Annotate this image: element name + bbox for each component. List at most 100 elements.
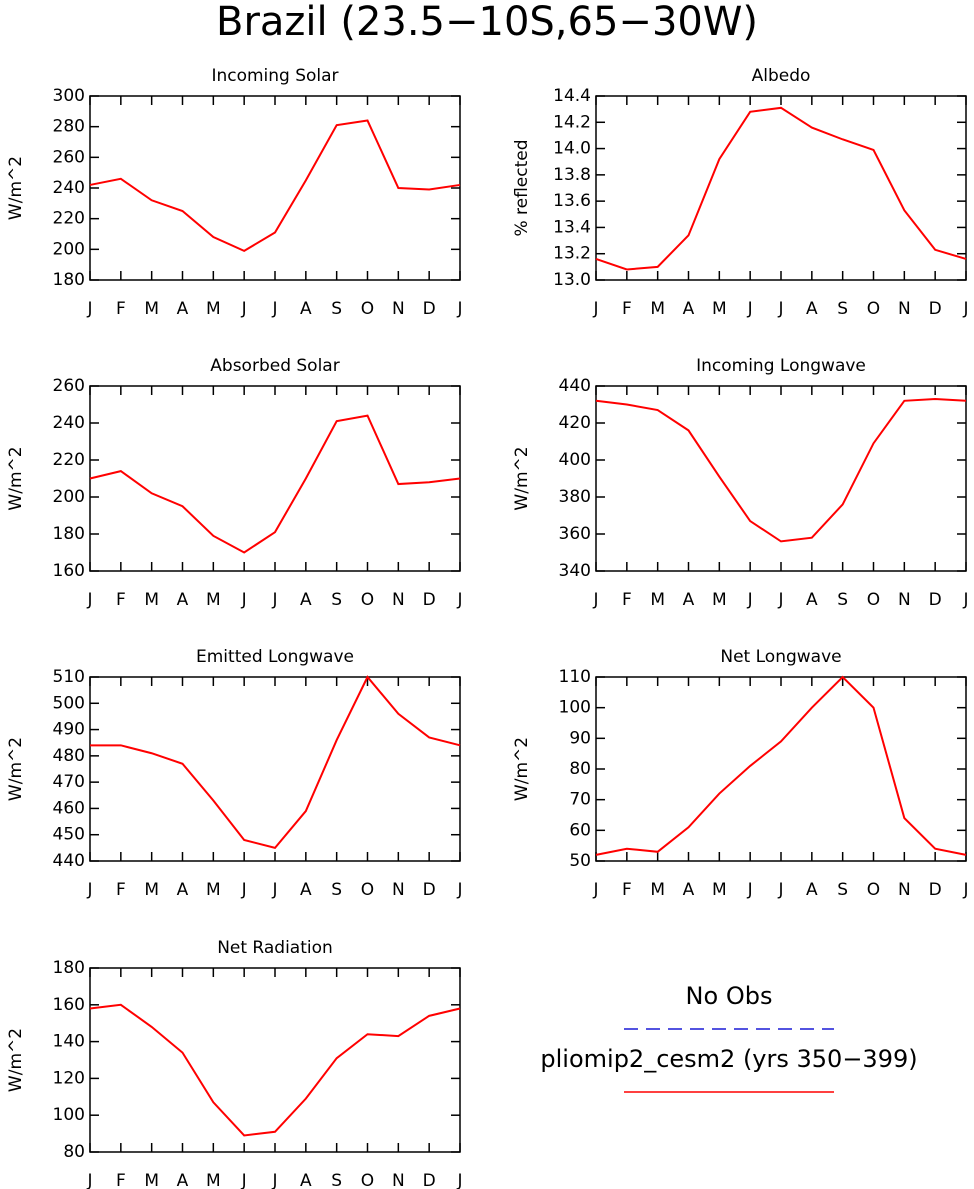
y-tick-label: 200 bbox=[53, 239, 85, 259]
x-tick-label: F bbox=[116, 299, 126, 319]
y-tick-label: 140 bbox=[53, 1032, 85, 1052]
y-tick-label: 220 bbox=[53, 450, 85, 470]
x-tick-label: M bbox=[206, 1171, 221, 1189]
y-tick-label: 180 bbox=[53, 958, 85, 978]
x-tick-label: M bbox=[650, 590, 665, 610]
x-tick-label: J bbox=[86, 1171, 92, 1189]
x-tick-label: N bbox=[392, 590, 405, 610]
y-tick-label: 60 bbox=[569, 820, 591, 840]
y-tick-label: 440 bbox=[53, 851, 85, 871]
x-tick-label: N bbox=[392, 880, 405, 900]
y-tick-label: 200 bbox=[53, 487, 85, 507]
y-axis-label: W/m^2 bbox=[512, 737, 532, 801]
x-tick-label: S bbox=[837, 590, 848, 610]
x-tick-label: M bbox=[650, 299, 665, 319]
y-tick-label: 180 bbox=[53, 270, 85, 290]
x-tick-label: S bbox=[331, 590, 342, 610]
y-tick-label: 13.8 bbox=[553, 165, 591, 185]
x-tick-label: O bbox=[867, 299, 880, 319]
y-tick-label: 160 bbox=[53, 561, 85, 581]
data-line bbox=[89, 414, 461, 554]
x-tick-label: J bbox=[271, 1171, 277, 1189]
x-tick-label: J bbox=[747, 880, 753, 900]
y-tick-label: 380 bbox=[559, 487, 591, 507]
x-tick-label: D bbox=[929, 880, 942, 900]
x-tick-label: A bbox=[300, 590, 312, 610]
plot-frame bbox=[89, 95, 461, 281]
x-tick-label: M bbox=[206, 299, 221, 319]
plot-frame bbox=[89, 967, 461, 1153]
x-tick-label: S bbox=[331, 1171, 342, 1189]
x-tick-label: A bbox=[177, 1171, 189, 1189]
y-tick-label: 90 bbox=[569, 728, 591, 748]
y-tick-label: 240 bbox=[53, 178, 85, 198]
plot-frame bbox=[595, 385, 967, 572]
x-tick-label: J bbox=[747, 590, 753, 610]
y-tick-label: 500 bbox=[53, 693, 85, 713]
y-axis-label: W/m^2 bbox=[6, 446, 26, 510]
x-tick-label: J bbox=[456, 299, 462, 319]
x-tick-label: A bbox=[177, 299, 189, 319]
x-tick-label: A bbox=[300, 299, 312, 319]
x-tick-label: F bbox=[622, 299, 632, 319]
y-tick-label: 180 bbox=[53, 524, 85, 544]
x-tick-label: S bbox=[837, 880, 848, 900]
x-tick-label: S bbox=[331, 299, 342, 319]
x-tick-label: A bbox=[806, 590, 818, 610]
x-tick-label: J bbox=[271, 590, 277, 610]
panel-title: Net Radiation bbox=[217, 938, 333, 958]
y-tick-label: 100 bbox=[53, 1105, 85, 1125]
y-tick-label: 480 bbox=[53, 746, 85, 766]
x-tick-label: J bbox=[86, 299, 92, 319]
x-tick-label: J bbox=[962, 880, 968, 900]
x-tick-label: M bbox=[206, 880, 221, 900]
y-tick-label: 280 bbox=[53, 117, 85, 137]
y-tick-label: 420 bbox=[559, 413, 591, 433]
x-tick-label: A bbox=[806, 880, 818, 900]
x-tick-label: J bbox=[777, 590, 783, 610]
x-tick-label: M bbox=[712, 299, 727, 319]
x-tick-label: A bbox=[177, 880, 189, 900]
data-line bbox=[595, 106, 967, 271]
y-tick-label: 13.0 bbox=[553, 270, 591, 290]
x-tick-label: F bbox=[622, 590, 632, 610]
y-axis-label: W/m^2 bbox=[6, 156, 26, 220]
x-tick-label: D bbox=[423, 590, 436, 610]
panel-title: Incoming Solar bbox=[211, 66, 338, 86]
legend-label: pliomip2_cesm2 (yrs 350−399) bbox=[540, 1045, 917, 1073]
y-tick-label: 100 bbox=[559, 698, 591, 718]
x-tick-label: D bbox=[423, 880, 436, 900]
x-tick-label: J bbox=[86, 590, 92, 610]
x-tick-label: N bbox=[898, 590, 911, 610]
y-tick-label: 300 bbox=[53, 86, 85, 106]
x-tick-label: J bbox=[241, 1171, 247, 1189]
data-line bbox=[89, 1003, 461, 1137]
x-tick-label: D bbox=[423, 1171, 436, 1189]
y-tick-label: 13.2 bbox=[553, 244, 591, 264]
x-tick-label: J bbox=[592, 880, 598, 900]
data-line bbox=[595, 397, 967, 543]
x-tick-label: F bbox=[116, 590, 126, 610]
x-tick-label: F bbox=[116, 880, 126, 900]
x-tick-label: O bbox=[867, 590, 880, 610]
x-tick-label: J bbox=[747, 299, 753, 319]
legend: No Obs pliomip2_cesm2 (yrs 350−399) bbox=[540, 982, 918, 1093]
plot-frame bbox=[595, 676, 967, 862]
y-tick-label: 70 bbox=[569, 790, 591, 810]
x-tick-label: M bbox=[206, 590, 221, 610]
x-tick-label: A bbox=[683, 880, 695, 900]
x-tick-label: S bbox=[837, 299, 848, 319]
panel: 13.013.213.413.613.814.014.214.4J F M A M J J A… bbox=[512, 66, 969, 319]
x-tick-label: J bbox=[241, 299, 247, 319]
y-tick-label: 510 bbox=[53, 667, 85, 687]
y-tick-label: 490 bbox=[53, 720, 85, 740]
x-tick-label: D bbox=[423, 299, 436, 319]
x-tick-label: N bbox=[392, 299, 405, 319]
x-tick-label: F bbox=[622, 880, 632, 900]
x-tick-label: J bbox=[456, 880, 462, 900]
y-tick-label: 13.6 bbox=[553, 191, 591, 211]
x-tick-label: J bbox=[592, 299, 598, 319]
